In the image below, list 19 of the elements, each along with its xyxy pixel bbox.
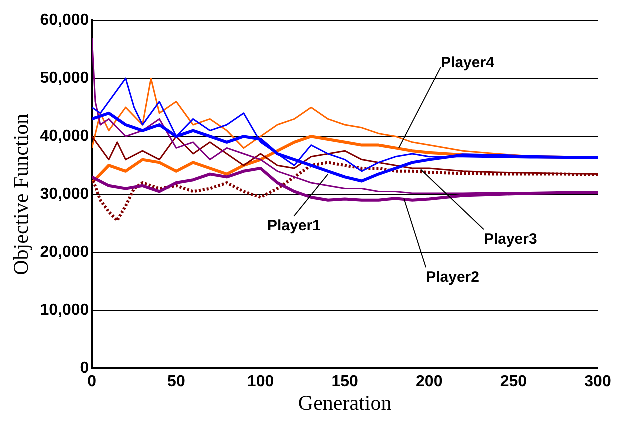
y-tick-label: 60,000 xyxy=(40,12,90,30)
x-tick-label: 50 xyxy=(168,374,186,391)
annotation: Player3 xyxy=(484,230,538,248)
y-tick-label: 30,000 xyxy=(40,186,90,204)
y-tick-label: 40,000 xyxy=(40,128,90,146)
x-tick-label: 150 xyxy=(332,374,359,391)
x-tick-label: 300 xyxy=(584,374,612,391)
x-tick-label: 200 xyxy=(416,374,443,391)
y-tick-label: 20,000 xyxy=(40,244,90,262)
y-tick-label: 50,000 xyxy=(40,70,90,88)
x-axis-title: Generation xyxy=(298,390,392,415)
x-tick-label: 100 xyxy=(247,374,274,391)
y-axis-title: Objective Function xyxy=(9,113,34,276)
y-tick-label: 10,000 xyxy=(40,302,90,320)
annotation: Player2 xyxy=(426,268,480,286)
x-tick-label: 250 xyxy=(500,374,528,391)
y-tick-label: 0 xyxy=(80,360,90,378)
annotation: Player4 xyxy=(441,54,496,72)
annotation: Player1 xyxy=(268,217,321,234)
